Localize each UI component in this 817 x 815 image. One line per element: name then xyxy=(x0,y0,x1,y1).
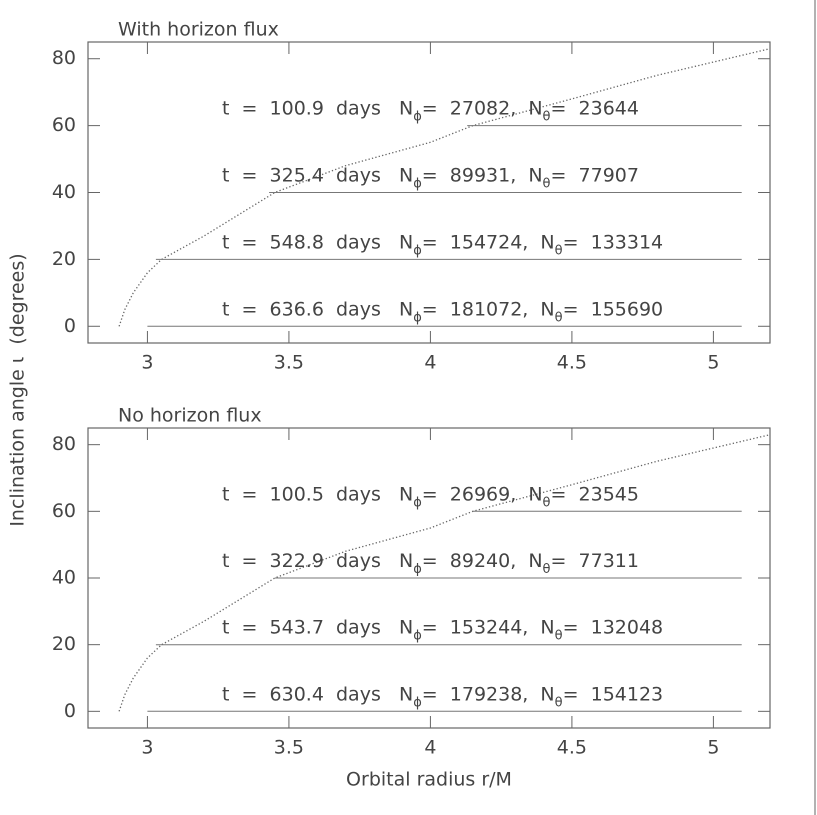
annotation-part: = 181072, N xyxy=(422,298,555,320)
subscript: ϕ xyxy=(413,176,422,191)
annotation-part: t = 630.4 days N xyxy=(222,683,413,705)
subscript: ϕ xyxy=(413,109,422,124)
y-tick-label: 20 xyxy=(52,633,76,655)
x-tick-label: 3 xyxy=(141,737,153,759)
subscript: θ xyxy=(555,628,563,643)
subscript: θ xyxy=(543,562,551,577)
panel-title: No horizon flux xyxy=(118,405,262,427)
annotation-part: = 153244, N xyxy=(422,616,555,638)
subscript: θ xyxy=(543,495,551,510)
y-tick-label: 60 xyxy=(52,114,76,136)
subscript: ϕ xyxy=(413,243,422,258)
annotation: t = 325.4 days Nϕ= 89931, Nθ= 77907 xyxy=(222,164,639,191)
y-tick-label: 80 xyxy=(52,47,76,69)
annotation-part: = 154123 xyxy=(563,683,664,705)
annotation-part: t = 636.6 days N xyxy=(222,298,413,320)
annotation: t = 543.7 days Nϕ= 153244, Nθ= 132048 xyxy=(222,616,663,643)
annotation-part: = 133314 xyxy=(563,231,664,253)
annotation-part: t = 543.7 days N xyxy=(222,616,413,638)
y-tick-label: 40 xyxy=(52,567,76,589)
dotted-curve xyxy=(118,434,771,712)
annotation-part: t = 325.4 days N xyxy=(222,164,413,186)
annotation-part: = 132048 xyxy=(563,616,664,638)
subscript: θ xyxy=(543,109,551,124)
subscript: ϕ xyxy=(413,310,422,325)
y-tick-label: 20 xyxy=(52,248,76,270)
y-axis-label: Inclination angle ι (degrees) xyxy=(7,253,29,526)
y-tick-label: 60 xyxy=(52,500,76,522)
annotation: t = 100.5 days Nϕ= 26969, Nθ= 23545 xyxy=(222,483,639,510)
annotation-part: = 77311 xyxy=(551,550,639,572)
annotation-part: t = 322.9 days N xyxy=(222,550,413,572)
subscript: ϕ xyxy=(413,628,422,643)
x-tick-label: 3.5 xyxy=(274,737,304,759)
subscript: θ xyxy=(555,695,563,710)
annotation: t = 548.8 days Nϕ= 154724, Nθ= 133314 xyxy=(222,231,663,258)
x-tick-label: 3 xyxy=(141,352,153,374)
annotation-part: = 179238, N xyxy=(422,683,555,705)
x-tick-label: 3.5 xyxy=(274,352,304,374)
annotation-part: = 23545 xyxy=(551,483,639,505)
annotation-part: = 27082, N xyxy=(422,97,543,119)
subscript: θ xyxy=(543,176,551,191)
annotation-part: = 89240, N xyxy=(422,550,543,572)
subscript: θ xyxy=(555,310,563,325)
dotted-curve xyxy=(118,48,771,327)
annotation-part: t = 100.5 days N xyxy=(222,483,413,505)
annotation-part: = 77907 xyxy=(551,164,639,186)
subscript: θ xyxy=(555,243,563,258)
annotation-part: = 154724, N xyxy=(422,231,555,253)
subscript: ϕ xyxy=(413,695,422,710)
annotation-part: t = 100.9 days N xyxy=(222,97,413,119)
x-tick-label: 4 xyxy=(424,352,436,374)
x-tick-label: 5 xyxy=(707,737,719,759)
y-tick-label: 80 xyxy=(52,433,76,455)
annotation-part: = 89931, N xyxy=(422,164,543,186)
annotation: t = 322.9 days Nϕ= 89240, Nθ= 77311 xyxy=(222,550,639,577)
x-axis-label: Orbital radius r/M xyxy=(346,769,512,791)
annotation: t = 630.4 days Nϕ= 179238, Nθ= 154123 xyxy=(222,683,663,710)
annotation: t = 636.6 days Nϕ= 181072, Nθ= 155690 xyxy=(222,298,663,325)
annotation-part: = 26969, N xyxy=(422,483,543,505)
y-tick-label: 0 xyxy=(64,700,76,722)
x-tick-label: 4.5 xyxy=(557,737,587,759)
annotation-part: = 23644 xyxy=(551,97,639,119)
subscript: ϕ xyxy=(413,495,422,510)
x-tick-label: 4.5 xyxy=(557,352,587,374)
annotation-part: t = 548.8 days N xyxy=(222,231,413,253)
y-tick-label: 0 xyxy=(64,315,76,337)
annotation-part: = 155690 xyxy=(563,298,664,320)
x-tick-label: 4 xyxy=(424,737,436,759)
subscript: ϕ xyxy=(413,562,422,577)
panel-title: With horizon flux xyxy=(118,19,279,41)
annotation: t = 100.9 days Nϕ= 27082, Nθ= 23644 xyxy=(222,97,639,124)
y-tick-label: 40 xyxy=(52,181,76,203)
x-tick-label: 5 xyxy=(707,352,719,374)
